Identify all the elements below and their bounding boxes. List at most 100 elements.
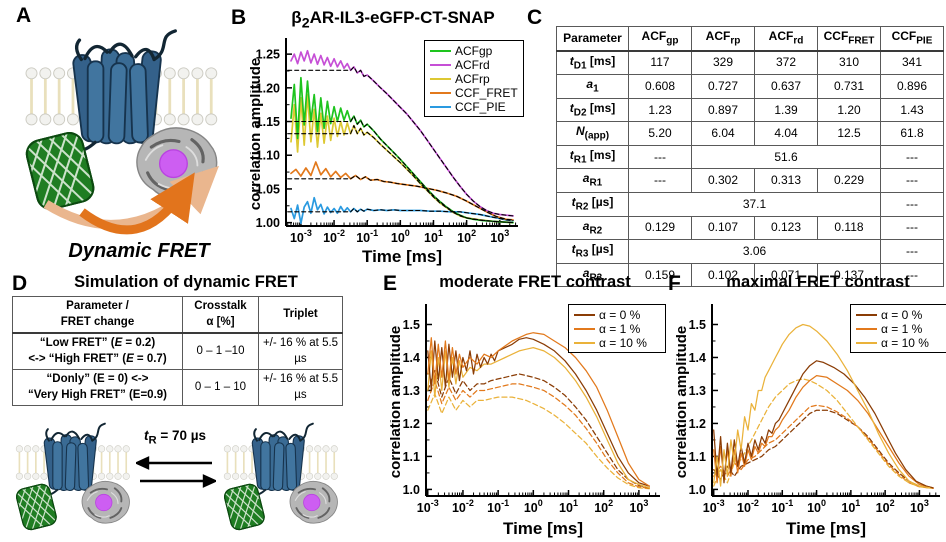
data-series-line xyxy=(427,337,651,487)
table-cell: 341 xyxy=(880,50,944,76)
data-table: Parameter / FRET change Crosstalk α [%] Trip… xyxy=(12,296,343,407)
exchange-time-label: tR = 70 µs xyxy=(143,428,207,447)
receptor-cartoon-d-left xyxy=(8,416,136,542)
table-cell: 0.896 xyxy=(880,74,944,99)
table-cell: 0.637 xyxy=(754,74,818,99)
table-cell: +/- 16 % at 5.5 µs xyxy=(258,369,343,407)
data-series-line xyxy=(427,370,651,489)
y-tick-label: 1.25 xyxy=(256,48,280,62)
table-cell: --- xyxy=(628,168,692,194)
data-series-line xyxy=(427,332,651,487)
legend-line-swatch xyxy=(430,105,451,109)
y-tick-label: 1.0 xyxy=(689,483,706,497)
table-cell: 1.20 xyxy=(817,97,881,123)
panel-label-e: E xyxy=(383,272,398,295)
chart-b: 10-3 10-2 10-1 100 101 102 103 1.00 1.05 1.10 1.15… xyxy=(250,38,518,266)
table-cell: “Low FRET” (E = 0.2) <-> “High FRET” (E =… xyxy=(12,332,183,371)
dynamic-fret-caption: Dynamic FRET xyxy=(68,240,210,262)
legend-entry: α = 0 % xyxy=(856,308,942,322)
table-cell: 117 xyxy=(628,50,692,76)
y-tick-label: 1.1 xyxy=(689,450,706,464)
x-tick-label: 10-2 xyxy=(323,228,345,245)
chart-b-title: β2AR-IL3-eGFP-CT-SNAP xyxy=(291,8,495,32)
x-tick-label: 10-1 xyxy=(487,498,509,515)
x-tick-label: 101 xyxy=(559,498,578,515)
y-tick-label: 1.00 xyxy=(256,216,280,230)
table-cell: 1.23 xyxy=(628,97,692,123)
x-tick-label: 10-1 xyxy=(771,498,793,515)
y-tick-label: 1.10 xyxy=(256,149,280,163)
table-cell: 0.107 xyxy=(691,215,755,241)
chart-f: 10-3 10-2 10-1 100 101 102 103 1.0 1.1 1.2 1.3 1.4 1… xyxy=(676,304,940,538)
legend-label: ACFrd xyxy=(455,58,490,72)
data-series-line xyxy=(713,323,931,489)
simulation-table: Parameter / FRET change Crosstalk α [%] Trip… xyxy=(12,296,343,407)
legend-line-swatch xyxy=(574,341,595,345)
table-cell: 37.1 xyxy=(628,192,881,217)
panel-label-a: A xyxy=(16,4,32,27)
data-series-line xyxy=(427,379,651,490)
y-axis-label: correlation amplitude xyxy=(676,326,690,479)
y-tick-label: 1.3 xyxy=(403,384,420,398)
data-series-line xyxy=(287,125,514,224)
table-cell: 1.43 xyxy=(880,97,944,123)
chart-b-legend: ACFgp ACFrd ACFrp CCF_FRET CCF_PIE xyxy=(424,40,524,117)
table-cell: 0.159 xyxy=(628,262,692,288)
y-axis-label: correlation amplitude xyxy=(250,58,264,211)
y-tick-label: 1.05 xyxy=(256,182,280,196)
table-cell: 0.118 xyxy=(817,215,881,241)
legend-line-swatch xyxy=(430,49,451,53)
legend-label: α = 1 % xyxy=(881,322,923,336)
y-tick-label: 1.5 xyxy=(403,318,420,332)
panel-label-b: B xyxy=(231,6,247,29)
y-tick-label: 1.2 xyxy=(689,417,706,431)
fit-parameters-table: Parameter ACFgp ACFrp ACFrd CCFFRET CCFPIE tD1… xyxy=(556,25,944,288)
data-series-line xyxy=(427,393,651,490)
table-cell: 51.6 xyxy=(691,144,881,170)
data-series-line xyxy=(713,374,934,489)
legend-label: α = 10 % xyxy=(599,336,647,350)
panel-label-f: F xyxy=(668,272,681,295)
legend-line-swatch xyxy=(856,313,877,317)
receptor-cartoon-d-right xyxy=(216,416,344,542)
x-tick-label: 100 xyxy=(391,228,410,245)
legend-line-swatch xyxy=(856,327,877,331)
y-tick-label: 1.4 xyxy=(403,351,420,365)
legend-label: α = 0 % xyxy=(599,308,641,322)
table-cell: 0 – 1 –10 xyxy=(182,332,259,371)
legend-entry: ACFrd xyxy=(430,58,518,72)
data-series-line xyxy=(287,66,514,217)
table-cell: aR2 xyxy=(556,215,629,241)
table-cell: 0.123 xyxy=(754,215,818,241)
chart-f-title: maximal FRET contrast xyxy=(726,273,910,291)
legend-label: CCF_PIE xyxy=(455,100,506,114)
table-cell: N(app) xyxy=(556,121,629,146)
table-header-cell: ACFgp xyxy=(628,25,692,52)
table-cell: 0.137 xyxy=(817,262,881,288)
table-cell: 0.897 xyxy=(691,97,755,123)
legend-entry: α = 10 % xyxy=(856,336,942,350)
x-tick-label: 101 xyxy=(424,228,443,245)
table-cell: --- xyxy=(880,168,944,194)
table-header-cell: CCFFRET xyxy=(817,25,881,52)
table-cell: 4.04 xyxy=(754,121,818,146)
y-axis-label: correlation amplitude xyxy=(390,326,404,479)
table-cell: 5.20 xyxy=(628,121,692,146)
equilibrium-arrows-icon xyxy=(136,456,216,488)
chart-f-legend: α = 0 % α = 1 % α = 10 % xyxy=(850,304,946,353)
table-header-cell: ACFrd xyxy=(754,25,818,52)
table-cell: 1.39 xyxy=(754,97,818,123)
table-cell: tR3 [µs] xyxy=(556,239,629,264)
x-tick-label: 103 xyxy=(490,228,509,245)
x-tick-label: 101 xyxy=(841,498,860,515)
table-cell: 0.608 xyxy=(628,74,692,99)
receptor-cartoon-a xyxy=(6,18,219,235)
legend-entry: CCF_FRET xyxy=(430,86,518,100)
x-tick-label: 10-2 xyxy=(452,498,474,515)
table-header-cell: Triplet xyxy=(258,296,343,335)
legend-line-swatch xyxy=(430,91,451,95)
x-axis-label: Time [ms] xyxy=(503,519,583,538)
table-cell: --- xyxy=(880,192,944,217)
table-cell: 329 xyxy=(691,50,755,76)
